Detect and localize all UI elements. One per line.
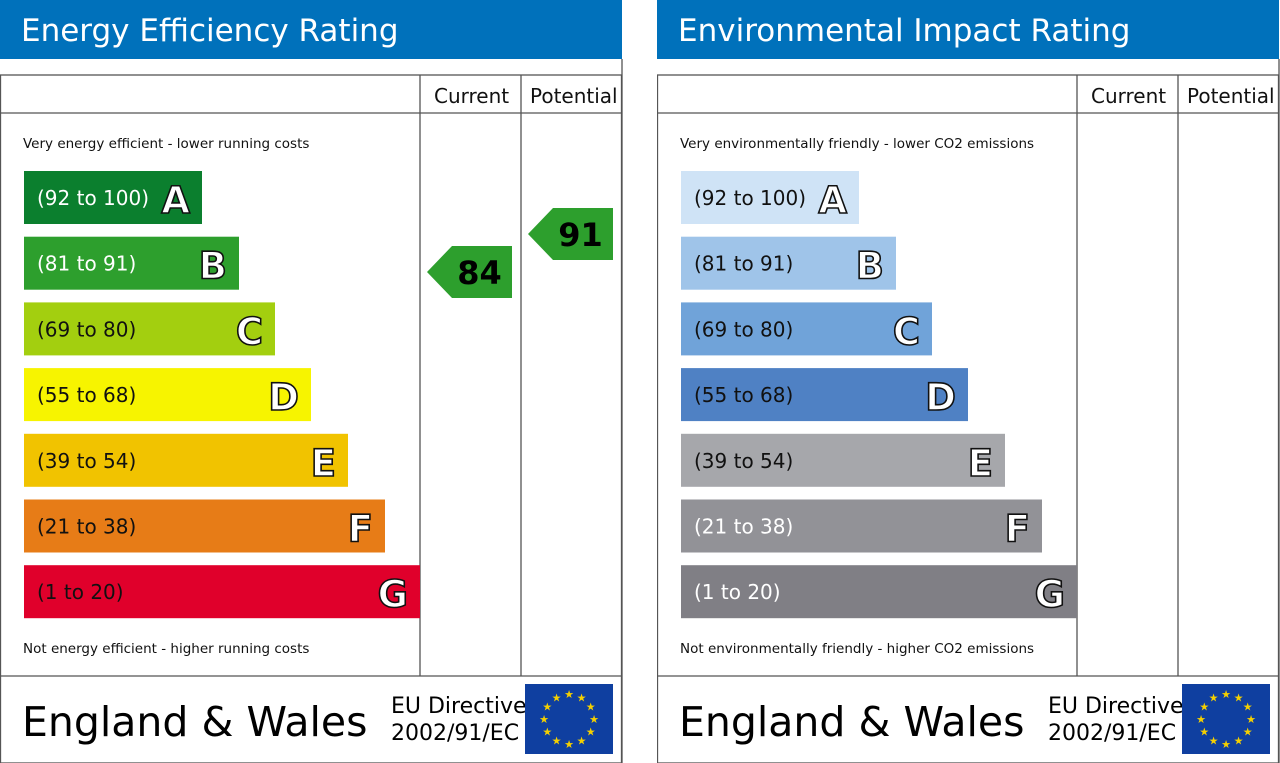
column-header-current: Current bbox=[1091, 84, 1166, 108]
potential-rating-arrow bbox=[528, 207, 613, 260]
energy-efficiency-panel: Energy Efficiency Rating Current Potential… bbox=[0, 0, 623, 763]
top-note: Very energy efficient - lower running co… bbox=[23, 136, 309, 152]
rating-range: (1 to 20) bbox=[694, 580, 781, 604]
rating-bar-f bbox=[681, 499, 1042, 553]
rating-bar-a bbox=[24, 171, 202, 224]
rating-letter: B bbox=[199, 245, 227, 288]
panel-title: Environmental Impact Rating bbox=[678, 13, 1130, 49]
rating-bar-b bbox=[24, 236, 239, 290]
eu-star-icon: ★ bbox=[539, 713, 549, 726]
eu-star-icon: ★ bbox=[586, 726, 596, 739]
rating-range: (81 to 91) bbox=[694, 252, 793, 276]
rating-letter: F bbox=[1005, 508, 1030, 551]
rating-range: (39 to 54) bbox=[37, 449, 136, 473]
directive-line2: 2002/91/EC bbox=[1048, 721, 1176, 746]
rating-letter: B bbox=[856, 245, 884, 288]
rating-letter: A bbox=[161, 179, 190, 222]
rating-range: (39 to 54) bbox=[694, 449, 793, 473]
eu-star-icon: ★ bbox=[1209, 691, 1219, 704]
directive-line2: 2002/91/EC bbox=[391, 721, 519, 746]
eu-star-icon: ★ bbox=[586, 701, 596, 714]
eu-star-icon: ★ bbox=[552, 691, 562, 704]
column-header-current: Current bbox=[434, 84, 509, 108]
rating-range: (21 to 38) bbox=[694, 515, 793, 539]
eu-flag-icon bbox=[1182, 684, 1270, 754]
eu-star-icon: ★ bbox=[564, 688, 574, 701]
eu-star-icon: ★ bbox=[1234, 691, 1244, 704]
bottom-note: Not environmentally friendly - higher CO… bbox=[680, 641, 1034, 657]
footer-region: England & Wales bbox=[679, 698, 1025, 746]
eu-star-icon: ★ bbox=[1234, 735, 1244, 748]
rating-bar-b bbox=[681, 236, 896, 290]
header-bar bbox=[657, 0, 1279, 59]
rating-bar-c bbox=[681, 302, 932, 356]
rating-bar-g bbox=[681, 565, 1077, 619]
rating-range: (81 to 91) bbox=[37, 252, 136, 276]
rating-range: (55 to 68) bbox=[694, 383, 793, 407]
rating-letter: E bbox=[968, 442, 993, 485]
eu-star-icon: ★ bbox=[1196, 713, 1206, 726]
directive-line1: EU Directive bbox=[1048, 694, 1184, 719]
rating-letter: E bbox=[311, 442, 336, 485]
potential-rating-value: 91 bbox=[558, 216, 603, 254]
eu-star-icon: ★ bbox=[542, 701, 552, 714]
eu-star-icon: ★ bbox=[589, 713, 599, 726]
rating-letter: A bbox=[818, 179, 847, 222]
eu-star-icon: ★ bbox=[577, 691, 587, 704]
directive-line1: EU Directive bbox=[391, 694, 527, 719]
rating-bar-d bbox=[681, 368, 968, 422]
rating-bar-e bbox=[24, 433, 348, 487]
eu-flag-icon bbox=[525, 684, 613, 754]
bottom-note: Not energy efficient - higher running co… bbox=[23, 641, 309, 657]
rating-range: (69 to 80) bbox=[37, 317, 136, 341]
rating-letter: G bbox=[378, 573, 408, 616]
footer-region: England & Wales bbox=[22, 698, 368, 746]
eu-star-icon: ★ bbox=[577, 735, 587, 748]
eu-star-icon: ★ bbox=[564, 738, 574, 751]
rating-range: (92 to 100) bbox=[694, 186, 806, 210]
rating-range: (1 to 20) bbox=[37, 580, 124, 604]
rating-letter: C bbox=[236, 310, 263, 353]
eu-star-icon: ★ bbox=[1199, 726, 1209, 739]
column-header-potential: Potential bbox=[530, 84, 618, 108]
top-note: Very environmentally friendly - lower CO… bbox=[680, 136, 1034, 152]
eu-star-icon: ★ bbox=[1199, 701, 1209, 714]
rating-bar-d bbox=[24, 368, 311, 422]
header-bar bbox=[0, 0, 622, 59]
eu-star-icon: ★ bbox=[1243, 701, 1253, 714]
eu-star-icon: ★ bbox=[552, 735, 562, 748]
rating-bar-c bbox=[24, 302, 275, 356]
rating-bar-f bbox=[24, 499, 385, 553]
column-header-potential: Potential bbox=[1187, 84, 1275, 108]
eu-star-icon: ★ bbox=[1221, 688, 1231, 701]
eu-star-icon: ★ bbox=[1246, 713, 1256, 726]
rating-letter: F bbox=[348, 508, 373, 551]
current-rating-arrow bbox=[427, 246, 512, 298]
rating-letter: G bbox=[1035, 573, 1065, 616]
eu-star-icon: ★ bbox=[1209, 735, 1219, 748]
environmental-impact-panel: Environmental Impact Rating Current Potent… bbox=[657, 0, 1280, 763]
rating-range: (21 to 38) bbox=[37, 515, 136, 539]
rating-bar-g bbox=[24, 565, 420, 619]
rating-range: (55 to 68) bbox=[37, 383, 136, 407]
rating-letter: D bbox=[925, 376, 956, 419]
rating-letter: D bbox=[268, 376, 299, 419]
rating-letter: C bbox=[893, 310, 920, 353]
panel-title: Energy Efficiency Rating bbox=[21, 13, 399, 49]
eu-star-icon: ★ bbox=[1243, 726, 1253, 739]
rating-range: (69 to 80) bbox=[694, 317, 793, 341]
eu-star-icon: ★ bbox=[1221, 738, 1231, 751]
current-rating-value: 84 bbox=[457, 254, 502, 292]
rating-bar-a bbox=[681, 171, 859, 224]
rating-range: (92 to 100) bbox=[37, 186, 149, 210]
rating-bar-e bbox=[681, 433, 1005, 487]
eu-star-icon: ★ bbox=[542, 726, 552, 739]
